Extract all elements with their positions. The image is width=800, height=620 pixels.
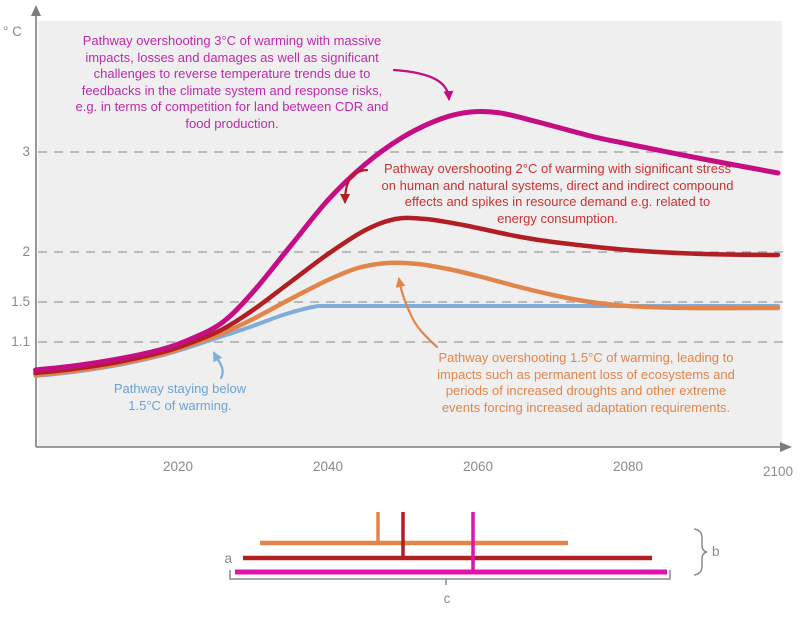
y-axis-arrow — [31, 5, 41, 16]
annotation-arrows — [212, 68, 454, 380]
duration-label-c: c — [443, 591, 451, 606]
arrow-overshoot-3 — [392, 68, 454, 101]
x-tick-label-2060: 2060 — [462, 459, 494, 474]
y-tick-label-2: 2 — [22, 244, 30, 259]
x-tick-label-2020: 2020 — [162, 459, 194, 474]
arrow-overshoot-1-5 — [395, 277, 439, 349]
arrow-below-1-5 — [212, 351, 224, 380]
y-tick-label-3: 3 — [22, 144, 30, 159]
pathway-curves — [33, 108, 781, 378]
y-tick-label-1.1: 1.1 — [11, 334, 30, 349]
plot-area-background — [38, 21, 782, 447]
curve-overshoot-2 — [33, 215, 781, 376]
x-tick-label-2100: 2100 — [762, 464, 794, 479]
duration-label-a: a — [224, 551, 232, 566]
duration-label-b: b — [712, 544, 720, 559]
annotation-below-1-5c: Pathway staying below 1.5°C of warming. — [113, 381, 247, 413]
arrow-overshoot-2 — [340, 168, 369, 204]
annotation-overshoot-3c: Pathway overshooting 3°C of warming with… — [75, 33, 389, 131]
overshoot-duration-bars — [235, 512, 667, 575]
x-tick-label-2080: 2080 — [612, 459, 644, 474]
x-tick-label-2040: 2040 — [312, 459, 344, 474]
duration-brackets — [229, 528, 708, 585]
x-axis-arrow — [780, 442, 792, 452]
bracket-c — [229, 570, 671, 585]
y-axis-unit-label: ° C — [3, 24, 22, 39]
curve-overshoot-3 — [33, 108, 781, 373]
brace-b — [693, 528, 708, 576]
y-tick-label-1.5: 1.5 — [11, 294, 30, 309]
annotation-overshoot-2c: Pathway overshooting 2°C of warming with… — [381, 161, 734, 226]
annotation-overshoot-1-5c: Pathway overshooting 1.5°C of warming, l… — [437, 350, 735, 415]
gridlines — [38, 151, 786, 343]
